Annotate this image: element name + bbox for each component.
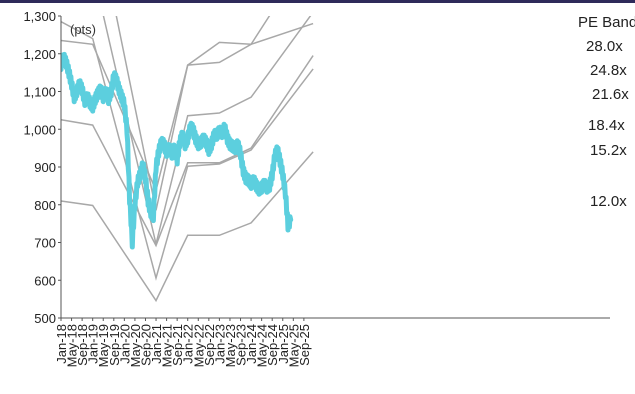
pe-band-15.2x [61,55,314,248]
x-tick-label: May-19 [96,324,111,367]
x-tick-label: May-22 [191,324,206,367]
band-label-24.8x: 24.8x [590,62,627,79]
y-tick-label: 500 [34,311,56,326]
y-tick-label: 700 [34,236,56,251]
x-tick-label: Jan-19 [86,324,101,364]
pe-band-21.6x [61,21,314,281]
pe-band-24.8x [102,16,312,245]
index-line [61,51,294,250]
y-tick-label: 1,100 [23,85,56,100]
x-tick-labels: Jan-18May-18Sep-18Jan-19May-19Sep-19Jan-… [54,318,312,367]
y-tick-label: 800 [34,198,56,213]
pe-band-lines [61,16,314,303]
x-tick-label: Sep-20 [138,324,153,366]
band-label-12.0x: 12.0x [590,193,627,210]
pe-band-12.0x [61,151,314,303]
y-tick-label: 1,000 [23,122,56,137]
x-tick-label: Sep-24 [265,324,280,366]
x-tick-label: Jan-25 [276,324,291,364]
unit-label: (pts) [70,22,96,37]
x-tick-label: May-23 [223,324,238,367]
x-tick-label: Sep-19 [107,324,122,366]
x-tick-label: Sep-23 [234,324,249,366]
x-tick-label: Jan-24 [244,324,259,364]
pe-band-28.0x [115,16,271,211]
band-label-28.0x: 28.0x [586,38,623,55]
x-tick-label: May-20 [128,324,143,367]
band-labels: 28.0x 24.8x 21.6x 18.4x 15.2x 12.0x [586,38,629,210]
y-tick-label: 1,200 [23,47,56,62]
x-tick-label: Sep-22 [202,324,217,366]
y-tick-label: 900 [34,160,56,175]
x-tick-label: Sep-18 [75,324,90,366]
x-tick-label: Sep-25 [297,324,312,366]
top-border [0,0,635,3]
band-label-21.6x: 21.6x [592,86,629,103]
y-tick-label: 600 [34,273,56,288]
y-tick-labels: 1,300 1,200 1,100 1,000 900 800 700 600 500 [23,9,61,326]
y-tick-label: 1,300 [23,9,56,24]
x-tick-label: May-18 [65,324,80,367]
x-tick-label: May-24 [255,324,270,367]
x-tick-label: May-21 [160,324,175,367]
band-label-18.4x: 18.4x [588,117,625,134]
x-tick-label: Jan-23 [212,324,227,364]
x-tick-label: Jan-21 [149,324,164,364]
pe-band-18.4x [61,22,314,193]
x-tick-label: May-25 [286,324,301,367]
x-tick-label: Jan-20 [117,324,132,364]
x-tick-label: Jan-22 [181,324,196,364]
x-tick-label: Jan-18 [54,324,69,364]
band-label-15.2x: 15.2x [590,142,627,159]
legend-title: PE Band [578,14,635,31]
x-tick-label: Sep-21 [170,324,185,366]
index-series [61,51,294,250]
